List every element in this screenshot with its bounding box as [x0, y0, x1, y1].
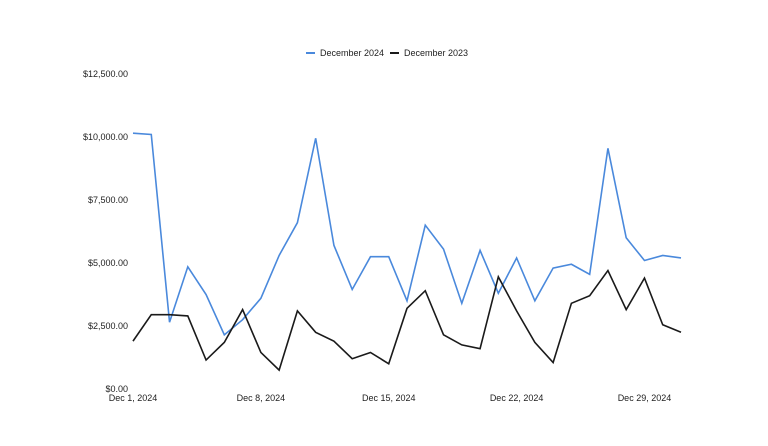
legend-label: December 2023: [404, 48, 468, 58]
y-tick-label: $5,000.00: [88, 258, 128, 268]
series-line-december-2023: [132, 268, 682, 372]
y-tick-label: $7,500.00: [88, 195, 128, 205]
series-layer: [132, 132, 682, 372]
x-tick-label: Dec 22, 2024: [490, 393, 544, 403]
y-axis: $0.00 $2,500.00 $5,000.00 $7,500.00 $10,000.…: [83, 69, 128, 394]
x-axis: Dec 1, 2024 Dec 8, 2024 Dec 15, 2024 Dec 22…: [109, 393, 672, 403]
series-line-december-2024: [132, 132, 682, 337]
legend-item-december-2023[interactable]: December 2023: [390, 48, 468, 58]
y-tick-label: $10,000.00: [83, 132, 128, 142]
y-tick-label: $0.00: [105, 384, 128, 394]
y-tick-label: $2,500.00: [88, 321, 128, 331]
x-tick-label: Dec 15, 2024: [362, 393, 416, 403]
legend: December 2024 December 2023: [306, 48, 468, 58]
y-tick-label: $12,500.00: [83, 69, 128, 79]
x-tick-label: Dec 29, 2024: [618, 393, 672, 403]
x-tick-label: Dec 8, 2024: [237, 393, 286, 403]
legend-label: December 2024: [320, 48, 384, 58]
x-tick-label: Dec 1, 2024: [109, 393, 158, 403]
legend-item-december-2024[interactable]: December 2024: [306, 48, 384, 58]
